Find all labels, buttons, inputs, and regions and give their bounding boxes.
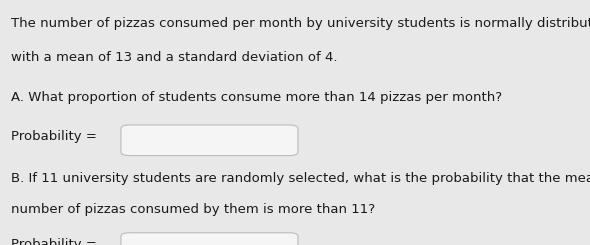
Text: number of pizzas consumed by them is more than 11?: number of pizzas consumed by them is mor… (11, 203, 375, 216)
Text: with a mean of 13 and a standard deviation of 4.: with a mean of 13 and a standard deviati… (11, 51, 337, 64)
Text: Probability =: Probability = (11, 238, 97, 245)
FancyBboxPatch shape (121, 125, 298, 156)
Text: A. What proportion of students consume more than 14 pizzas per month?: A. What proportion of students consume m… (11, 91, 502, 104)
Text: The number of pizzas consumed per month by university students is normally distr: The number of pizzas consumed per month … (11, 17, 590, 30)
Text: B. If 11 university students are randomly selected, what is the probability that: B. If 11 university students are randoml… (11, 172, 590, 184)
FancyBboxPatch shape (121, 233, 298, 245)
Text: Probability =: Probability = (11, 130, 97, 143)
